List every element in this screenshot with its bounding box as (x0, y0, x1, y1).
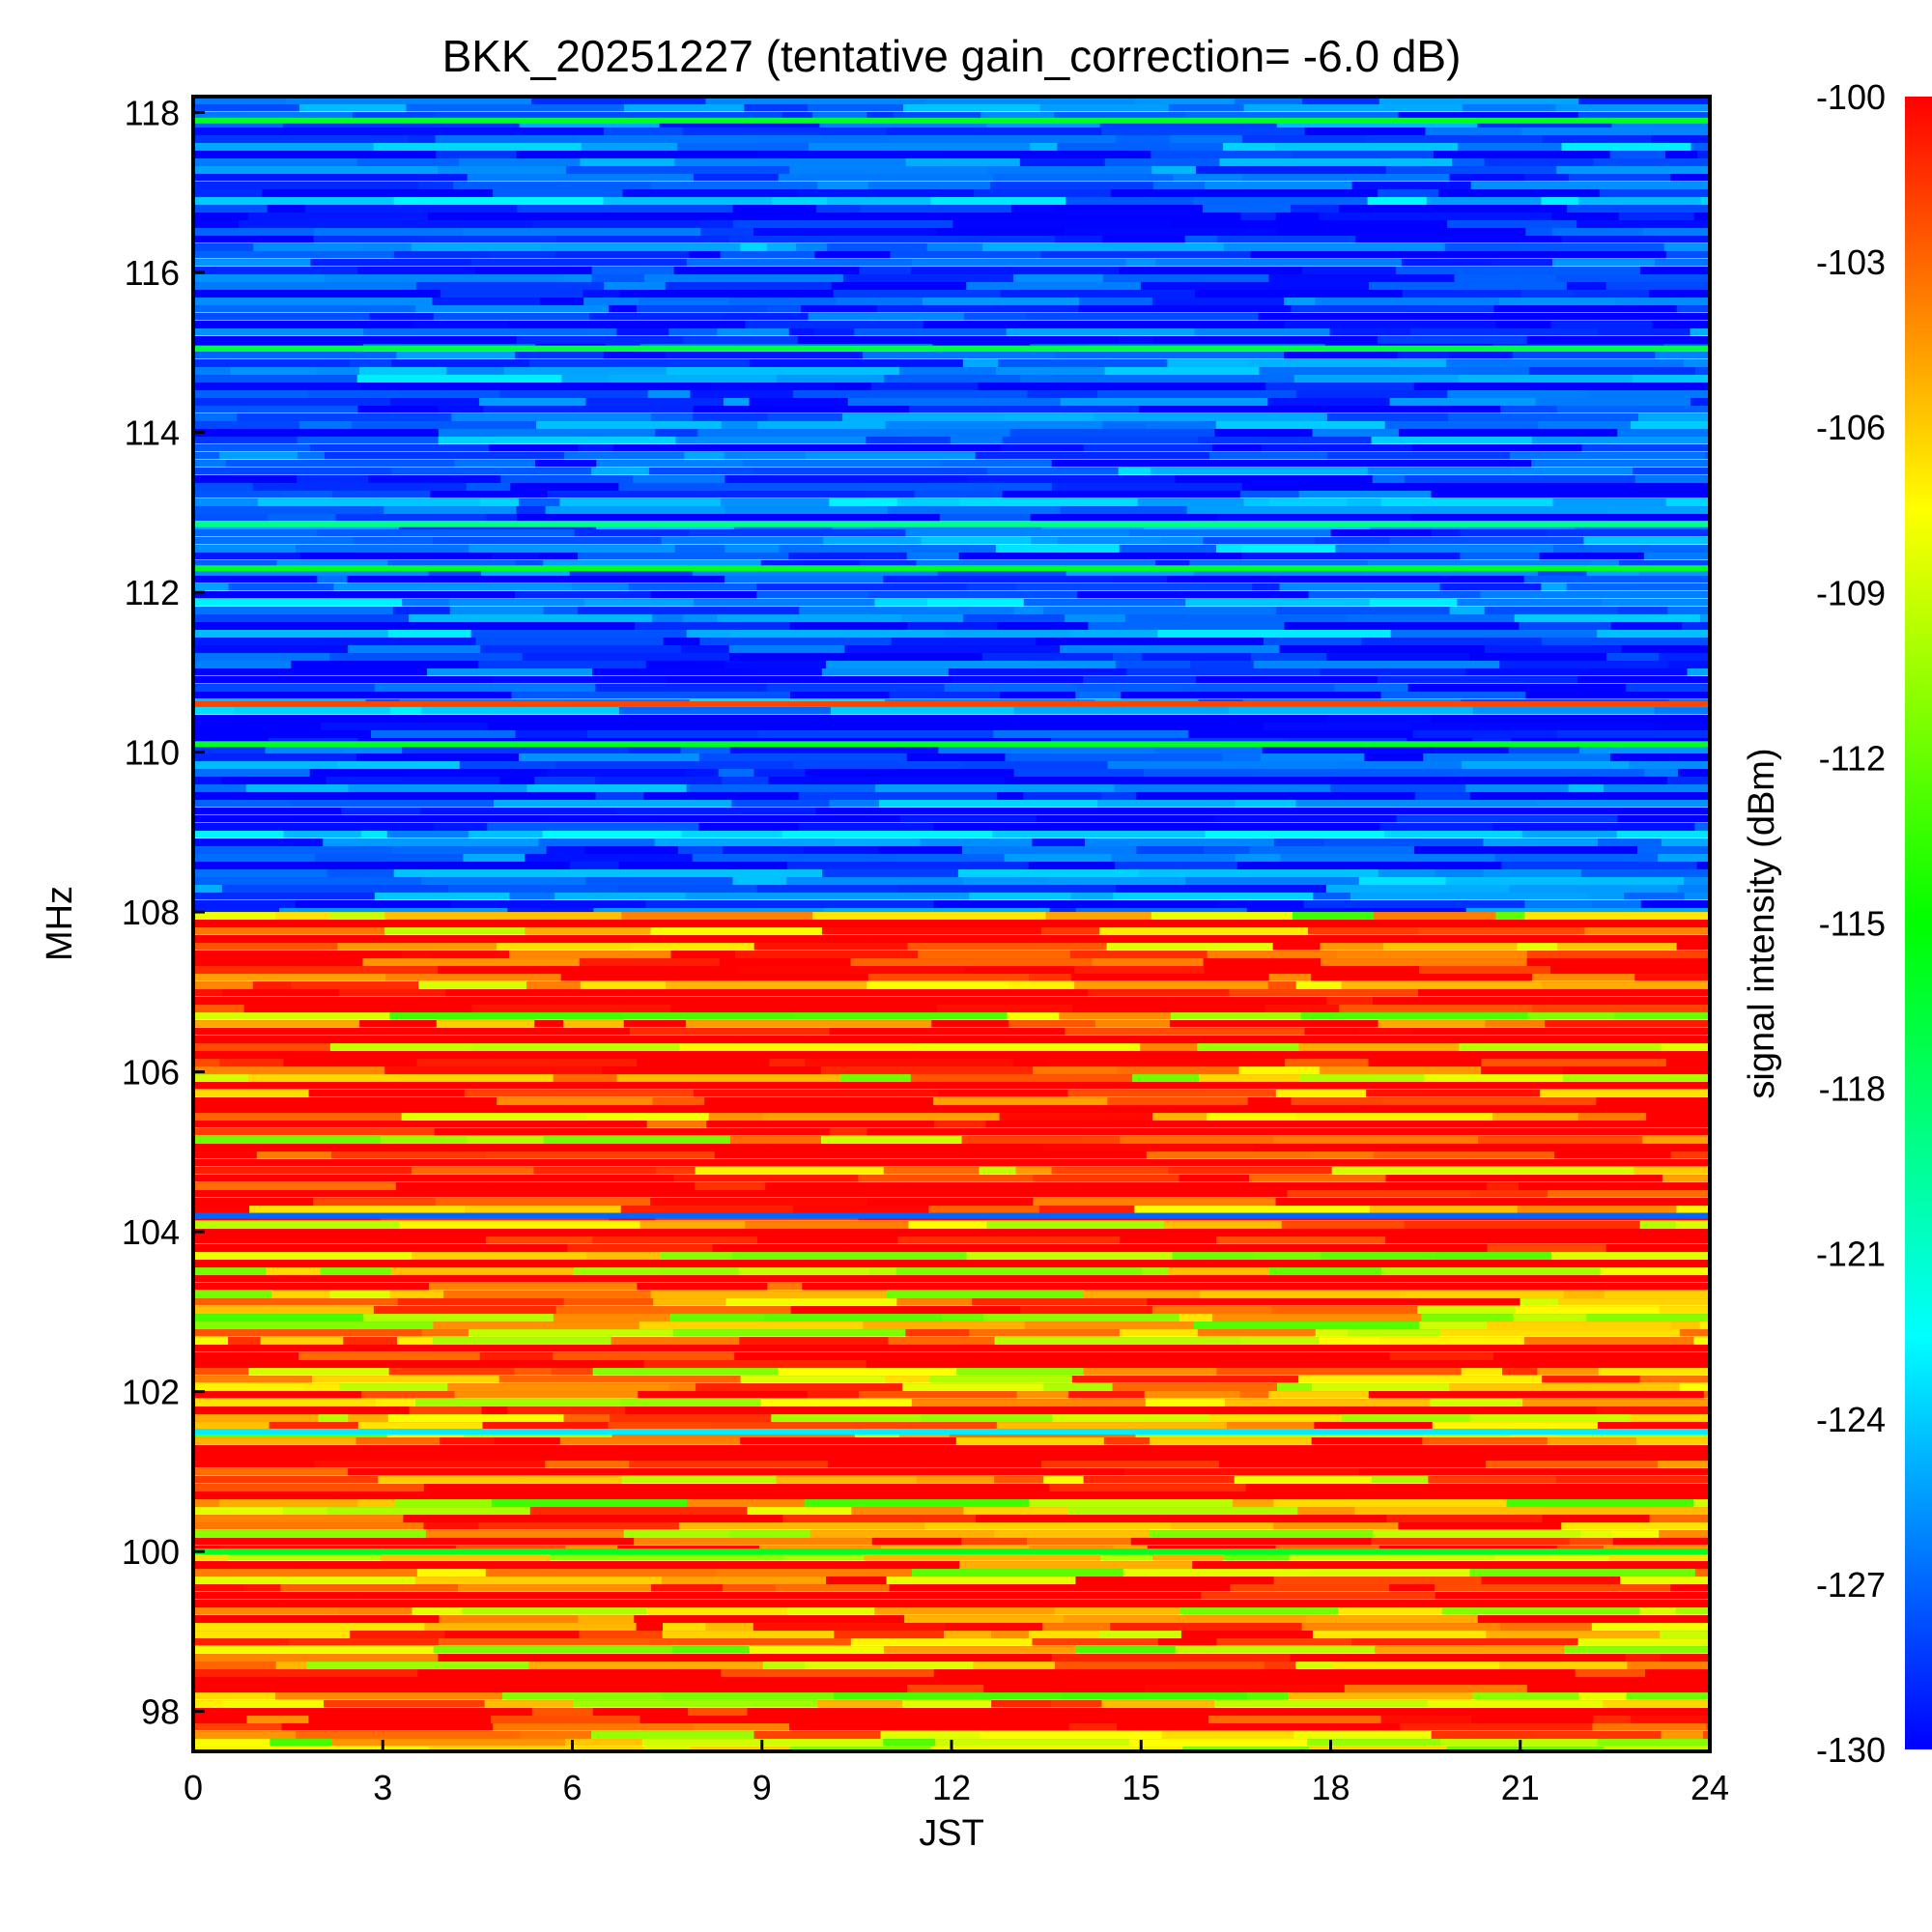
colorbar-tick-label: -118 (1819, 1069, 1886, 1109)
x-tick-label: 18 (1311, 1768, 1350, 1807)
colorbar-tick-label: -109 (1816, 573, 1886, 612)
band-1-texture (193, 912, 1711, 1751)
y-tick-label: 118 (125, 94, 180, 133)
band-0-texture (193, 97, 1711, 913)
colorbar-tick-label: -130 (1816, 1730, 1886, 1770)
colorbar-tick-label: -127 (1816, 1565, 1886, 1605)
y-tick-label: 108 (122, 893, 180, 932)
colorbar-tick-label: -106 (1816, 408, 1886, 447)
chart-title: BKK_20251227 (tentative gain_correction=… (442, 31, 1462, 81)
carrier-line-6 (193, 1212, 1710, 1219)
heatmap (193, 97, 1711, 1751)
y-axis: 98 100 102 104 106 108 110 112 114 116 118 (122, 94, 205, 1732)
y-tick-label: 102 (122, 1373, 180, 1412)
y-tick-label: 116 (125, 253, 180, 293)
colorbar-tick-label: -115 (1819, 904, 1886, 944)
x-axis-label: JST (919, 1813, 984, 1854)
y-tick-label: 100 (122, 1532, 180, 1572)
colorbar-tick-label: -100 (1816, 77, 1886, 117)
y-tick-label: 104 (122, 1212, 180, 1252)
carrier-line-0 (193, 117, 1710, 124)
carrier-line-4 (193, 700, 1710, 707)
colorbar-label: signal intensity (dBm) (1742, 748, 1782, 1098)
colorbar-tick-label: -112 (1819, 738, 1886, 778)
carrier-line-2 (193, 521, 1710, 527)
x-tick-label: 24 (1690, 1768, 1729, 1807)
colorbar-tick-label: -121 (1816, 1235, 1886, 1274)
carrier-line-7 (193, 1428, 1710, 1435)
y-tick-label: 110 (125, 733, 180, 773)
colorbar-tick-label: -103 (1816, 242, 1886, 282)
y-axis-label: MHz (40, 886, 80, 961)
y-tick-label: 114 (125, 413, 180, 453)
x-tick-label: 6 (562, 1768, 582, 1807)
x-tick-label: 21 (1501, 1768, 1540, 1807)
x-tick-label: 9 (753, 1768, 772, 1807)
x-axis: 0 3 6 9 12 15 18 21 24 (184, 1740, 1729, 1807)
x-tick-label: 15 (1122, 1768, 1160, 1807)
y-tick-label: 112 (125, 573, 180, 612)
carrier-line-1 (193, 345, 1710, 352)
carrier-line-3 (193, 565, 1710, 572)
y-tick-label: 98 (141, 1692, 180, 1732)
colorbar-ticks: -100 -103 -106 -109 -112 -115 -118 -121 -124 -127… (1816, 77, 1886, 1770)
x-tick-label: 12 (932, 1768, 971, 1807)
x-tick-label: 0 (184, 1768, 203, 1807)
carrier-line-5 (193, 741, 1710, 748)
x-tick-label: 3 (373, 1768, 392, 1807)
colorbar (1905, 97, 1932, 1749)
carrier-line-8 (193, 1548, 1710, 1555)
colorbar-tick-label: -124 (1816, 1400, 1886, 1439)
y-tick-label: 106 (122, 1053, 180, 1093)
